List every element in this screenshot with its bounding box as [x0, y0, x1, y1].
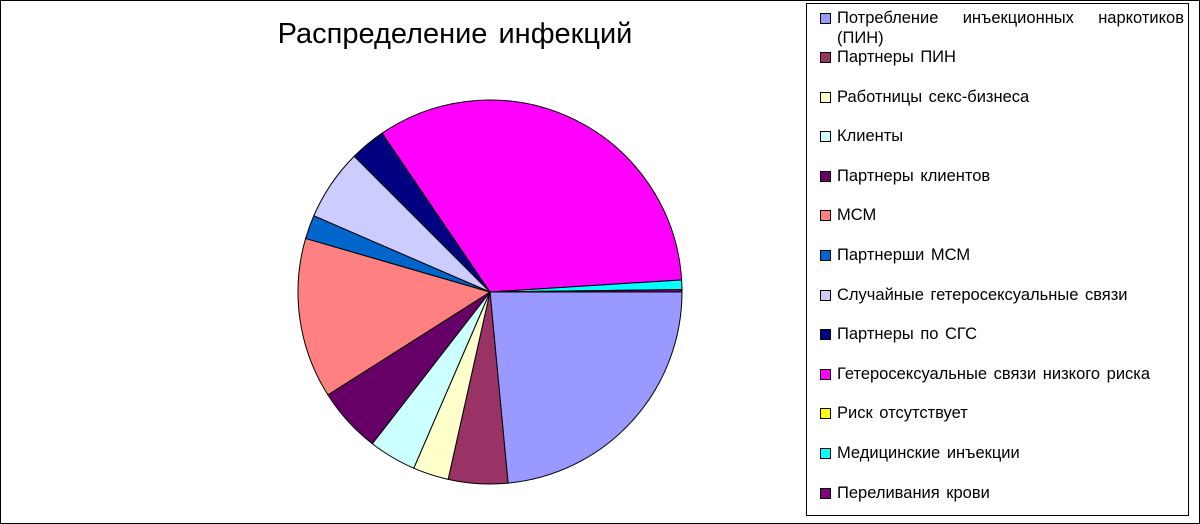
legend-item-6: Партнерши МСМ — [820, 245, 1184, 265]
chart-legend: Потребление инъекционных наркотиков (ПИН… — [806, 3, 1189, 516]
legend-swatch — [820, 131, 831, 142]
legend-label: Партнеры клиентов — [837, 167, 991, 185]
legend-item-5: МСМ — [820, 205, 1184, 225]
legend-item-0: Потребление инъекционных наркотиков (ПИН… — [820, 8, 1184, 48]
legend-label: Гетеросексуальные связи низкого риска — [837, 365, 1151, 383]
legend-label: Работницы секс-бизнеса — [837, 88, 1030, 106]
legend-item-10: Риск отсутствует — [820, 403, 1184, 423]
legend-label: Случайные гетеросексуальные связи — [837, 286, 1128, 304]
legend-swatch — [820, 369, 831, 380]
legend-label: МСМ — [837, 206, 877, 224]
chart-title: Распределение инфекций — [277, 18, 633, 50]
legend-swatch — [820, 408, 831, 419]
legend-item-1: Партнеры ПИН — [820, 47, 1184, 67]
pie-chart — [297, 99, 683, 485]
legend-item-3: Клиенты — [820, 126, 1184, 146]
legend-label: Риск отсутствует — [837, 404, 968, 422]
legend-item-4: Партнеры клиентов — [820, 166, 1184, 186]
pie-slice-0 — [489, 291, 683, 484]
legend-swatch — [820, 13, 831, 24]
legend-item-9: Гетеросексуальные связи низкого риска — [820, 364, 1184, 384]
legend-swatch — [820, 250, 831, 261]
legend-label: Переливания крови — [837, 484, 990, 502]
legend-swatch — [820, 92, 831, 103]
legend-swatch — [820, 290, 831, 301]
legend-label: Клиенты — [837, 127, 904, 145]
legend-swatch — [820, 210, 831, 221]
legend-swatch — [820, 329, 831, 340]
legend-item-8: Партнеры по СГС — [820, 324, 1184, 344]
pie-slice-12 — [489, 289, 683, 293]
pie-slice-9 — [381, 99, 683, 293]
legend-label: Партнеры ПИН — [837, 48, 956, 66]
pie-slice-5 — [297, 237, 492, 396]
legend-label: Партнеры по СГС — [837, 325, 978, 343]
legend-label: Потребление инъекционных наркотиков (ПИН… — [837, 9, 1184, 47]
legend-item-2: Работницы секс-бизнеса — [820, 87, 1184, 107]
legend-label: Медицинские инъекции — [837, 444, 1020, 462]
legend-swatch — [820, 52, 831, 63]
legend-label: Партнерши МСМ — [837, 246, 971, 264]
legend-swatch — [820, 488, 831, 499]
legend-swatch — [820, 448, 831, 459]
legend-swatch — [820, 171, 831, 182]
legend-item-12: Переливания крови — [820, 483, 1184, 503]
legend-item-7: Случайные гетеросексуальные связи — [820, 285, 1184, 305]
legend-item-11: Медицинские инъекции — [820, 443, 1184, 463]
